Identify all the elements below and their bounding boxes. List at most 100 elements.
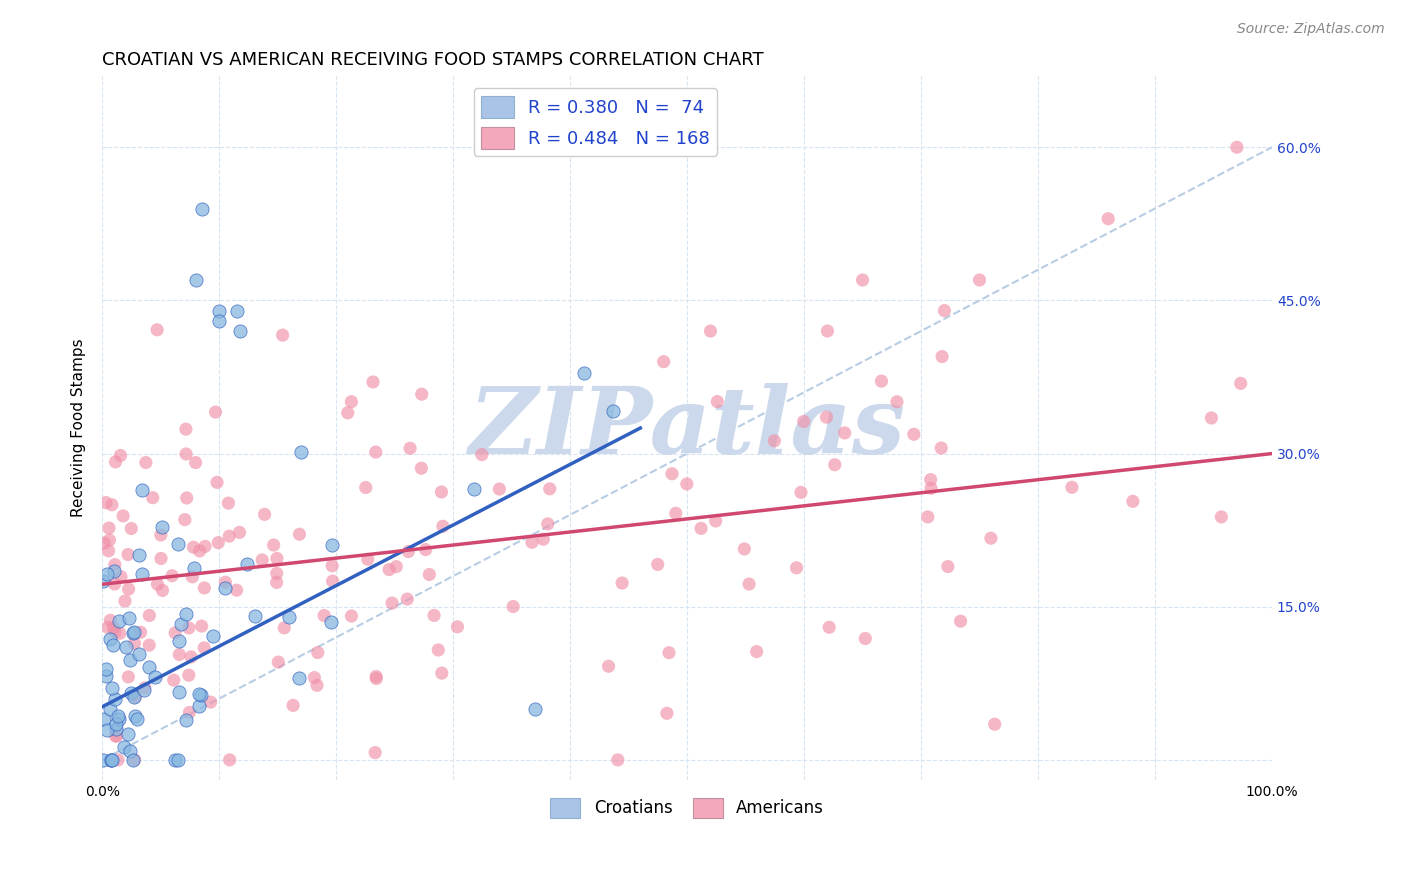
Point — [100, 753, 122, 767]
Point — [225, 303, 247, 318]
Point — [150, 520, 173, 534]
Point — [146, 577, 169, 591]
Point — [184, 273, 207, 287]
Point — [118, 610, 141, 624]
Point — [94, 495, 117, 509]
Point — [385, 559, 408, 574]
Point — [96, 723, 118, 738]
Point — [824, 458, 846, 472]
Point — [903, 427, 925, 442]
Point — [169, 648, 191, 662]
Point — [983, 717, 1005, 731]
Point — [170, 616, 193, 631]
Point — [263, 538, 285, 552]
Point — [288, 671, 311, 685]
Point — [104, 625, 127, 640]
Point — [305, 678, 328, 692]
Point — [250, 553, 273, 567]
Point — [1122, 494, 1144, 508]
Point — [98, 521, 121, 535]
Point — [187, 687, 209, 701]
Text: ZIPatlas: ZIPatlas — [468, 383, 905, 473]
Point — [225, 583, 247, 598]
Point — [411, 461, 433, 475]
Point — [107, 708, 129, 723]
Point — [920, 473, 942, 487]
Point — [524, 120, 547, 134]
Point — [105, 729, 128, 743]
Point — [1060, 480, 1083, 494]
Point — [150, 551, 173, 566]
Point — [114, 640, 136, 654]
Point — [733, 541, 755, 556]
Point — [104, 577, 127, 591]
Point — [167, 537, 190, 551]
Point — [704, 514, 727, 528]
Point — [174, 422, 197, 436]
Point — [117, 727, 139, 741]
Point — [183, 561, 205, 575]
Point — [179, 706, 201, 720]
Point — [980, 531, 1002, 545]
Point — [117, 548, 139, 562]
Point — [321, 558, 343, 573]
Point — [361, 375, 384, 389]
Point — [446, 620, 468, 634]
Point — [96, 566, 118, 581]
Point — [288, 527, 311, 541]
Point — [931, 350, 953, 364]
Point — [690, 521, 713, 535]
Point — [399, 442, 422, 456]
Point — [174, 447, 197, 461]
Point — [936, 559, 959, 574]
Point — [167, 685, 190, 699]
Point — [108, 712, 131, 726]
Point — [112, 739, 135, 754]
Point — [463, 483, 485, 497]
Point — [131, 483, 153, 497]
Point — [934, 303, 956, 318]
Point — [103, 564, 125, 578]
Point — [340, 609, 363, 624]
Point — [340, 394, 363, 409]
Point — [110, 449, 132, 463]
Point — [104, 723, 127, 737]
Point — [108, 614, 131, 628]
Point — [834, 425, 856, 440]
Point — [128, 548, 150, 562]
Point — [396, 592, 419, 607]
Point — [364, 445, 387, 459]
Point — [676, 477, 699, 491]
Point — [104, 558, 127, 572]
Point — [180, 649, 202, 664]
Point — [364, 669, 387, 683]
Point — [266, 566, 288, 581]
Point — [307, 646, 329, 660]
Point — [97, 544, 120, 558]
Point — [205, 475, 228, 490]
Point — [598, 659, 620, 673]
Point — [190, 619, 212, 633]
Point — [214, 575, 236, 590]
Point — [488, 482, 510, 496]
Point — [117, 582, 139, 596]
Point — [93, 753, 115, 767]
Point — [647, 558, 669, 572]
Point — [218, 753, 240, 767]
Point — [271, 328, 294, 343]
Point — [267, 655, 290, 669]
Point — [790, 485, 813, 500]
Point — [574, 367, 596, 381]
Point — [321, 538, 343, 552]
Point — [423, 608, 446, 623]
Point — [817, 324, 839, 338]
Point — [738, 577, 761, 591]
Point — [655, 706, 678, 721]
Point — [304, 671, 326, 685]
Point — [699, 324, 721, 338]
Point — [138, 608, 160, 623]
Point — [1229, 376, 1251, 391]
Y-axis label: Receiving Food Stamps: Receiving Food Stamps — [72, 339, 86, 517]
Point — [104, 691, 127, 706]
Point — [93, 536, 115, 550]
